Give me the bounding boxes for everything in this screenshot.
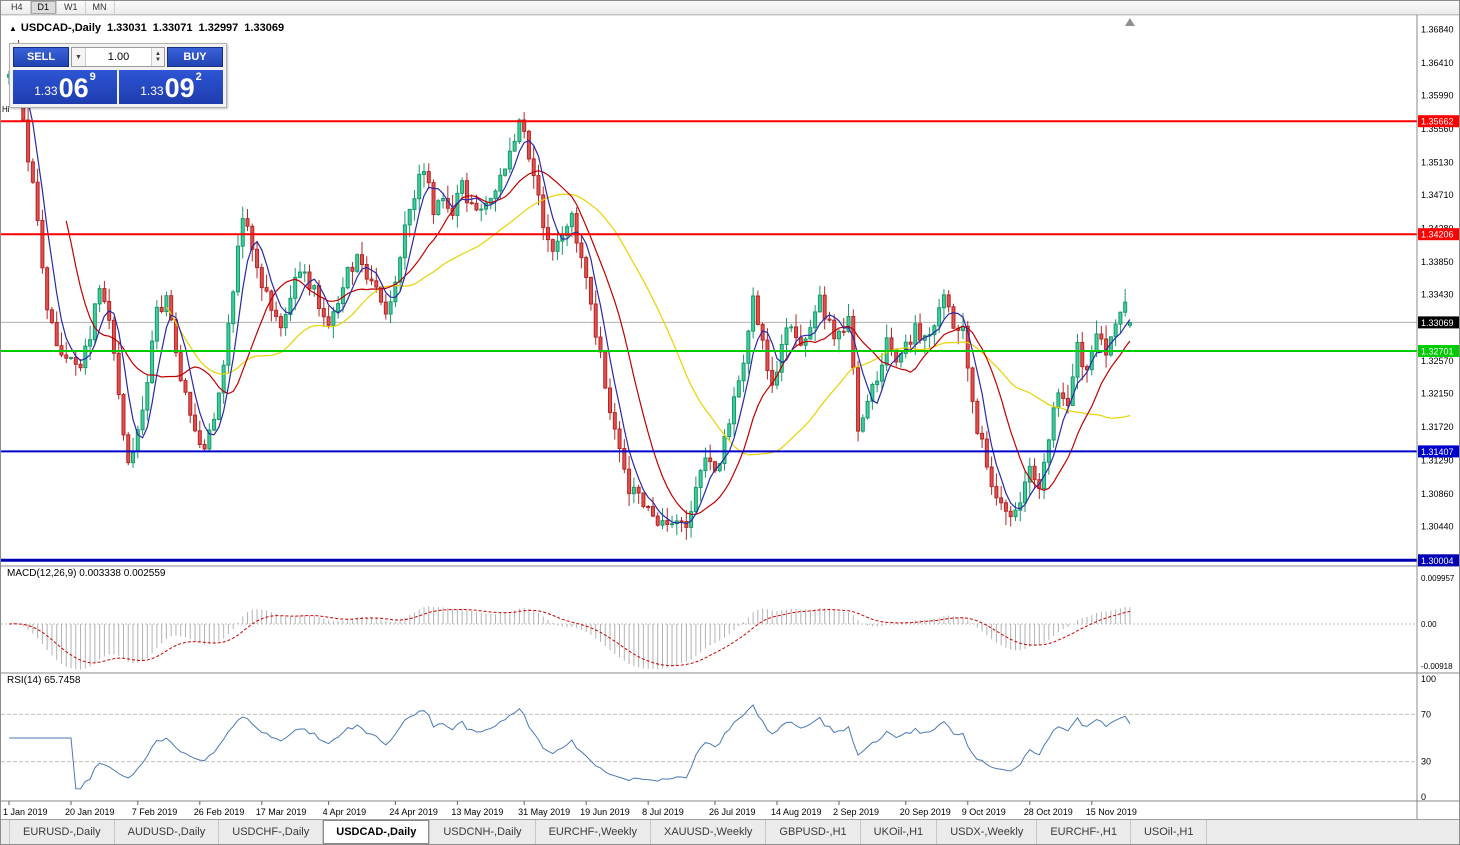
sell-price-button[interactable]: 1.33 06 9 bbox=[13, 70, 117, 104]
timeframe-mn-button[interactable]: MN bbox=[86, 1, 115, 14]
svg-text:1.33850: 1.33850 bbox=[1421, 257, 1454, 267]
svg-text:17 Mar 2019: 17 Mar 2019 bbox=[256, 807, 307, 817]
svg-text:1.36840: 1.36840 bbox=[1421, 25, 1454, 35]
svg-text:1.35662: 1.35662 bbox=[1421, 117, 1454, 127]
svg-text:1.32701: 1.32701 bbox=[1421, 347, 1454, 357]
svg-text:0.009957: 0.009957 bbox=[1421, 574, 1455, 583]
timeframe-h4-button[interactable]: H4 bbox=[4, 1, 31, 14]
sell-price-pips: 06 bbox=[58, 73, 89, 103]
macd-indicator-label: MACD(12,26,9) 0.003338 0.002559 bbox=[7, 568, 166, 579]
svg-text:0.00: 0.00 bbox=[1421, 620, 1437, 629]
svg-text:1.31720: 1.31720 bbox=[1421, 422, 1454, 432]
svg-text:9 Oct 2019: 9 Oct 2019 bbox=[962, 807, 1006, 817]
tab-usoil-h1[interactable]: USOil-,H1 bbox=[1131, 820, 1208, 844]
buy-price-handle: 1.33 bbox=[140, 84, 164, 98]
svg-text:20 Sep 2019: 20 Sep 2019 bbox=[900, 807, 951, 817]
svg-text:0: 0 bbox=[1421, 792, 1426, 802]
svg-text:1.30860: 1.30860 bbox=[1421, 489, 1454, 499]
svg-text:1.34206: 1.34206 bbox=[1421, 230, 1454, 240]
svg-text:-0.00918: -0.00918 bbox=[1421, 662, 1453, 671]
svg-text:31 May 2019: 31 May 2019 bbox=[518, 807, 570, 817]
ohlc-low: 1.32997 bbox=[198, 22, 239, 34]
svg-text:14 Aug 2019: 14 Aug 2019 bbox=[771, 807, 822, 817]
svg-text:28 Oct 2019: 28 Oct 2019 bbox=[1024, 807, 1073, 817]
svg-text:26 Feb 2019: 26 Feb 2019 bbox=[194, 807, 245, 817]
sell-price-handle: 1.33 bbox=[34, 84, 58, 98]
svg-text:20 Jan 2019: 20 Jan 2019 bbox=[65, 807, 115, 817]
svg-text:1.31290: 1.31290 bbox=[1421, 456, 1454, 466]
symbol-tabstrip: EURUSD-,Daily AUDUSD-,Daily USDCHF-,Daily U… bbox=[1, 819, 1459, 844]
sell-price-point: 9 bbox=[89, 71, 96, 83]
tab-usdx-weekly[interactable]: USDX-,Weekly bbox=[937, 820, 1038, 844]
tab-xauusd-weekly[interactable]: XAUUSD-,Weekly bbox=[651, 820, 767, 844]
timeframe-w1-button[interactable]: W1 bbox=[57, 1, 86, 14]
svg-text:26 Jul 2019: 26 Jul 2019 bbox=[709, 807, 756, 817]
svg-text:8 Jul 2019: 8 Jul 2019 bbox=[642, 807, 684, 817]
svg-text:1.30440: 1.30440 bbox=[1421, 521, 1454, 531]
svg-text:1.33430: 1.33430 bbox=[1421, 289, 1454, 299]
svg-text:15 Nov 2019: 15 Nov 2019 bbox=[1086, 807, 1137, 817]
chart-title: ▲ USDCAD-,Daily 1.33031 1.33071 1.32997 1.330… bbox=[9, 22, 284, 34]
svg-text:7 Feb 2019: 7 Feb 2019 bbox=[132, 807, 178, 817]
ohlc-close: 1.33069 bbox=[244, 22, 285, 34]
svg-text:1.33069: 1.33069 bbox=[1421, 318, 1454, 328]
svg-text:100: 100 bbox=[1421, 674, 1436, 684]
one-click-trading-panel: SELL ▼ 1.00 ▲ ▼ BUY 1.33 06 9 1.33 09 2 bbox=[9, 43, 227, 108]
tab-eurchf-h1[interactable]: EURCHF-,H1 bbox=[1037, 820, 1131, 844]
svg-text:1.35990: 1.35990 bbox=[1421, 91, 1454, 101]
svg-text:30: 30 bbox=[1421, 757, 1431, 767]
rsi-indicator-label: RSI(14) 65.7458 bbox=[7, 675, 81, 686]
volume-value[interactable]: 1.00 bbox=[107, 51, 130, 63]
high-marker-label: Hi bbox=[2, 105, 10, 114]
sell-button[interactable]: SELL bbox=[13, 47, 69, 67]
svg-text:1.34710: 1.34710 bbox=[1421, 190, 1454, 200]
tab-usdcnh-daily[interactable]: USDCNH-,Daily bbox=[430, 820, 536, 844]
volume-spinner[interactable]: ▲ ▼ bbox=[151, 48, 164, 66]
buy-price-point: 2 bbox=[195, 71, 202, 83]
spinner-down-icon[interactable]: ▼ bbox=[155, 57, 161, 63]
buy-price-pips: 09 bbox=[164, 73, 195, 103]
svg-text:1.36410: 1.36410 bbox=[1421, 58, 1454, 68]
tab-usdchf-daily[interactable]: USDCHF-,Daily bbox=[219, 820, 324, 844]
buy-price-button[interactable]: 1.33 09 2 bbox=[119, 70, 223, 104]
ohlc-open: 1.33031 bbox=[107, 22, 147, 34]
buy-button[interactable]: BUY bbox=[167, 47, 223, 67]
spinner-up-icon[interactable]: ▲ bbox=[155, 51, 161, 57]
svg-text:1.32570: 1.32570 bbox=[1421, 356, 1454, 366]
symbol-period-label: USDCAD-,Daily bbox=[20, 22, 101, 34]
tab-ukoil-h1[interactable]: UKOil-,H1 bbox=[861, 820, 938, 844]
volume-input[interactable]: ▼ 1.00 ▲ ▼ bbox=[71, 47, 165, 67]
svg-text:1.31407: 1.31407 bbox=[1421, 447, 1454, 457]
svg-text:4 Apr 2019: 4 Apr 2019 bbox=[323, 807, 367, 817]
timeframe-toolbar: H4 D1 W1 MN bbox=[1, 1, 1459, 15]
volume-dropdown-icon[interactable]: ▼ bbox=[72, 48, 86, 66]
svg-text:1.30004: 1.30004 bbox=[1421, 556, 1454, 566]
ohlc-high: 1.33071 bbox=[152, 22, 193, 34]
svg-text:70: 70 bbox=[1421, 709, 1431, 719]
svg-text:2 Sep 2019: 2 Sep 2019 bbox=[833, 807, 879, 817]
tab-eurusd-daily[interactable]: EURUSD-,Daily bbox=[9, 820, 115, 844]
tab-usdcad-daily[interactable]: USDCAD-,Daily bbox=[323, 820, 431, 844]
one-click-collapse-icon[interactable]: ▲ bbox=[9, 24, 17, 33]
svg-text:1.35560: 1.35560 bbox=[1421, 124, 1454, 134]
svg-text:1.32150: 1.32150 bbox=[1421, 389, 1454, 399]
svg-text:19 Jun 2019: 19 Jun 2019 bbox=[580, 807, 630, 817]
svg-text:1.35130: 1.35130 bbox=[1421, 158, 1454, 168]
tab-gbpusd-h1[interactable]: GBPUSD-,H1 bbox=[766, 820, 861, 844]
svg-text:13 May 2019: 13 May 2019 bbox=[451, 807, 503, 817]
svg-text:24 Apr 2019: 24 Apr 2019 bbox=[389, 807, 438, 817]
tab-audusd-daily[interactable]: AUDUSD-,Daily bbox=[115, 820, 220, 844]
tab-eurchf-weekly[interactable]: EURCHF-,Weekly bbox=[536, 820, 651, 844]
timeframe-d1-button[interactable]: D1 bbox=[30, 1, 58, 14]
svg-text:1 Jan 2019: 1 Jan 2019 bbox=[3, 807, 48, 817]
